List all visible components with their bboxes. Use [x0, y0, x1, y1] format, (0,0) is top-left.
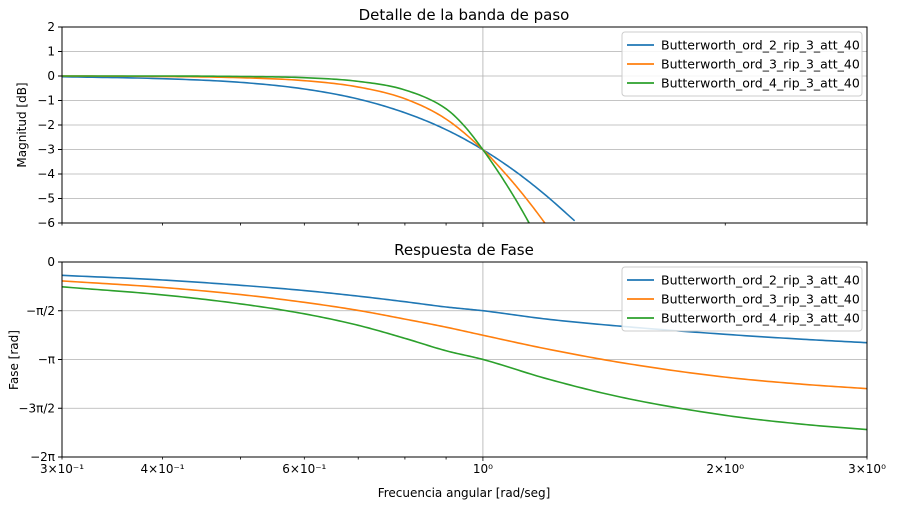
legend-frame: [621, 31, 863, 97]
y-tick-label: 2: [47, 20, 55, 34]
y-tick-label: −3π/2: [18, 401, 55, 415]
legend-entry: Butterworth_ord_2_rip_3_att_40: [661, 273, 860, 288]
phase-ylabel: Fase [rad]: [7, 330, 21, 390]
y-tick-label: 0: [47, 255, 55, 269]
legend-entry: Butterworth_ord_4_rip_3_att_40: [661, 311, 860, 326]
legend-frame: [621, 266, 863, 332]
series-line: [62, 75, 576, 222]
magnitude-y-ticks: 2 1 0 −1 −2 −3 −4 −5 −6: [37, 20, 868, 230]
phase-series-lines: [62, 274, 867, 431]
series-line: [62, 274, 867, 344]
x-tick-label: 4×10⁻¹: [141, 462, 185, 476]
x-tick-label: 3×10⁻¹: [40, 462, 84, 476]
y-tick-label: −5: [37, 192, 55, 206]
magnitude-series-lines: [62, 75, 576, 223]
legend-entry: Butterworth_ord_3_rip_3_att_40: [661, 57, 860, 72]
legend-entry: Butterworth_ord_2_rip_3_att_40: [661, 38, 860, 53]
phase-legend: Butterworth_ord_2_rip_3_att_40 Butterwort…: [621, 266, 863, 332]
phase-y-ticks: 0 −π/2 −π −3π/2 −2π: [18, 255, 868, 464]
x-tick-label: 10⁰: [473, 462, 493, 476]
y-tick-label: 1: [47, 45, 55, 59]
phase-title: Respuesta de Fase: [394, 241, 534, 259]
y-tick-label: −2π: [30, 450, 55, 464]
series-line: [62, 280, 867, 390]
magnitude-title: Detalle de la banda de paso: [359, 6, 570, 24]
y-tick-label: −1: [37, 94, 55, 108]
x-tick-label: 3×10⁰: [848, 462, 886, 476]
y-tick-label: −4: [37, 167, 55, 181]
legend-entry: Butterworth_ord_4_rip_3_att_40: [661, 76, 860, 91]
magnitude-axes: 2 1 0 −1 −2 −3 −4 −5 −6 Detalle de la banda de p…: [15, 6, 868, 230]
y-tick-label: −2: [37, 118, 55, 132]
y-tick-label: −3: [37, 143, 55, 157]
phase-axes: 0 −π/2 −π −3π/2 −2π 3×10⁻¹ 4×10⁻¹ 6×10⁻¹ 10⁰ 2×1…: [7, 241, 886, 500]
x-tick-label: 6×10⁻¹: [282, 462, 326, 476]
series-line: [62, 286, 867, 431]
phase-x-ticks: 3×10⁻¹ 4×10⁻¹ 6×10⁻¹ 10⁰ 2×10⁰ 3×10⁰: [40, 462, 886, 476]
y-tick-label: −6: [37, 216, 55, 230]
y-tick-label: 0: [47, 69, 55, 83]
phase-xlabel: Frecuencia angular [rad/seg]: [378, 486, 551, 500]
x-tick-label: 2×10⁰: [706, 462, 744, 476]
series-line: [62, 75, 546, 223]
y-tick-label: −π: [38, 353, 55, 367]
magnitude-legend: Butterworth_ord_2_rip_3_att_40 Butterwort…: [621, 31, 863, 97]
legend-entry: Butterworth_ord_3_rip_3_att_40: [661, 292, 860, 307]
series-line: [62, 75, 531, 223]
y-tick-label: −π/2: [26, 304, 55, 318]
magnitude-ylabel: Magnitud [dB]: [15, 82, 29, 167]
